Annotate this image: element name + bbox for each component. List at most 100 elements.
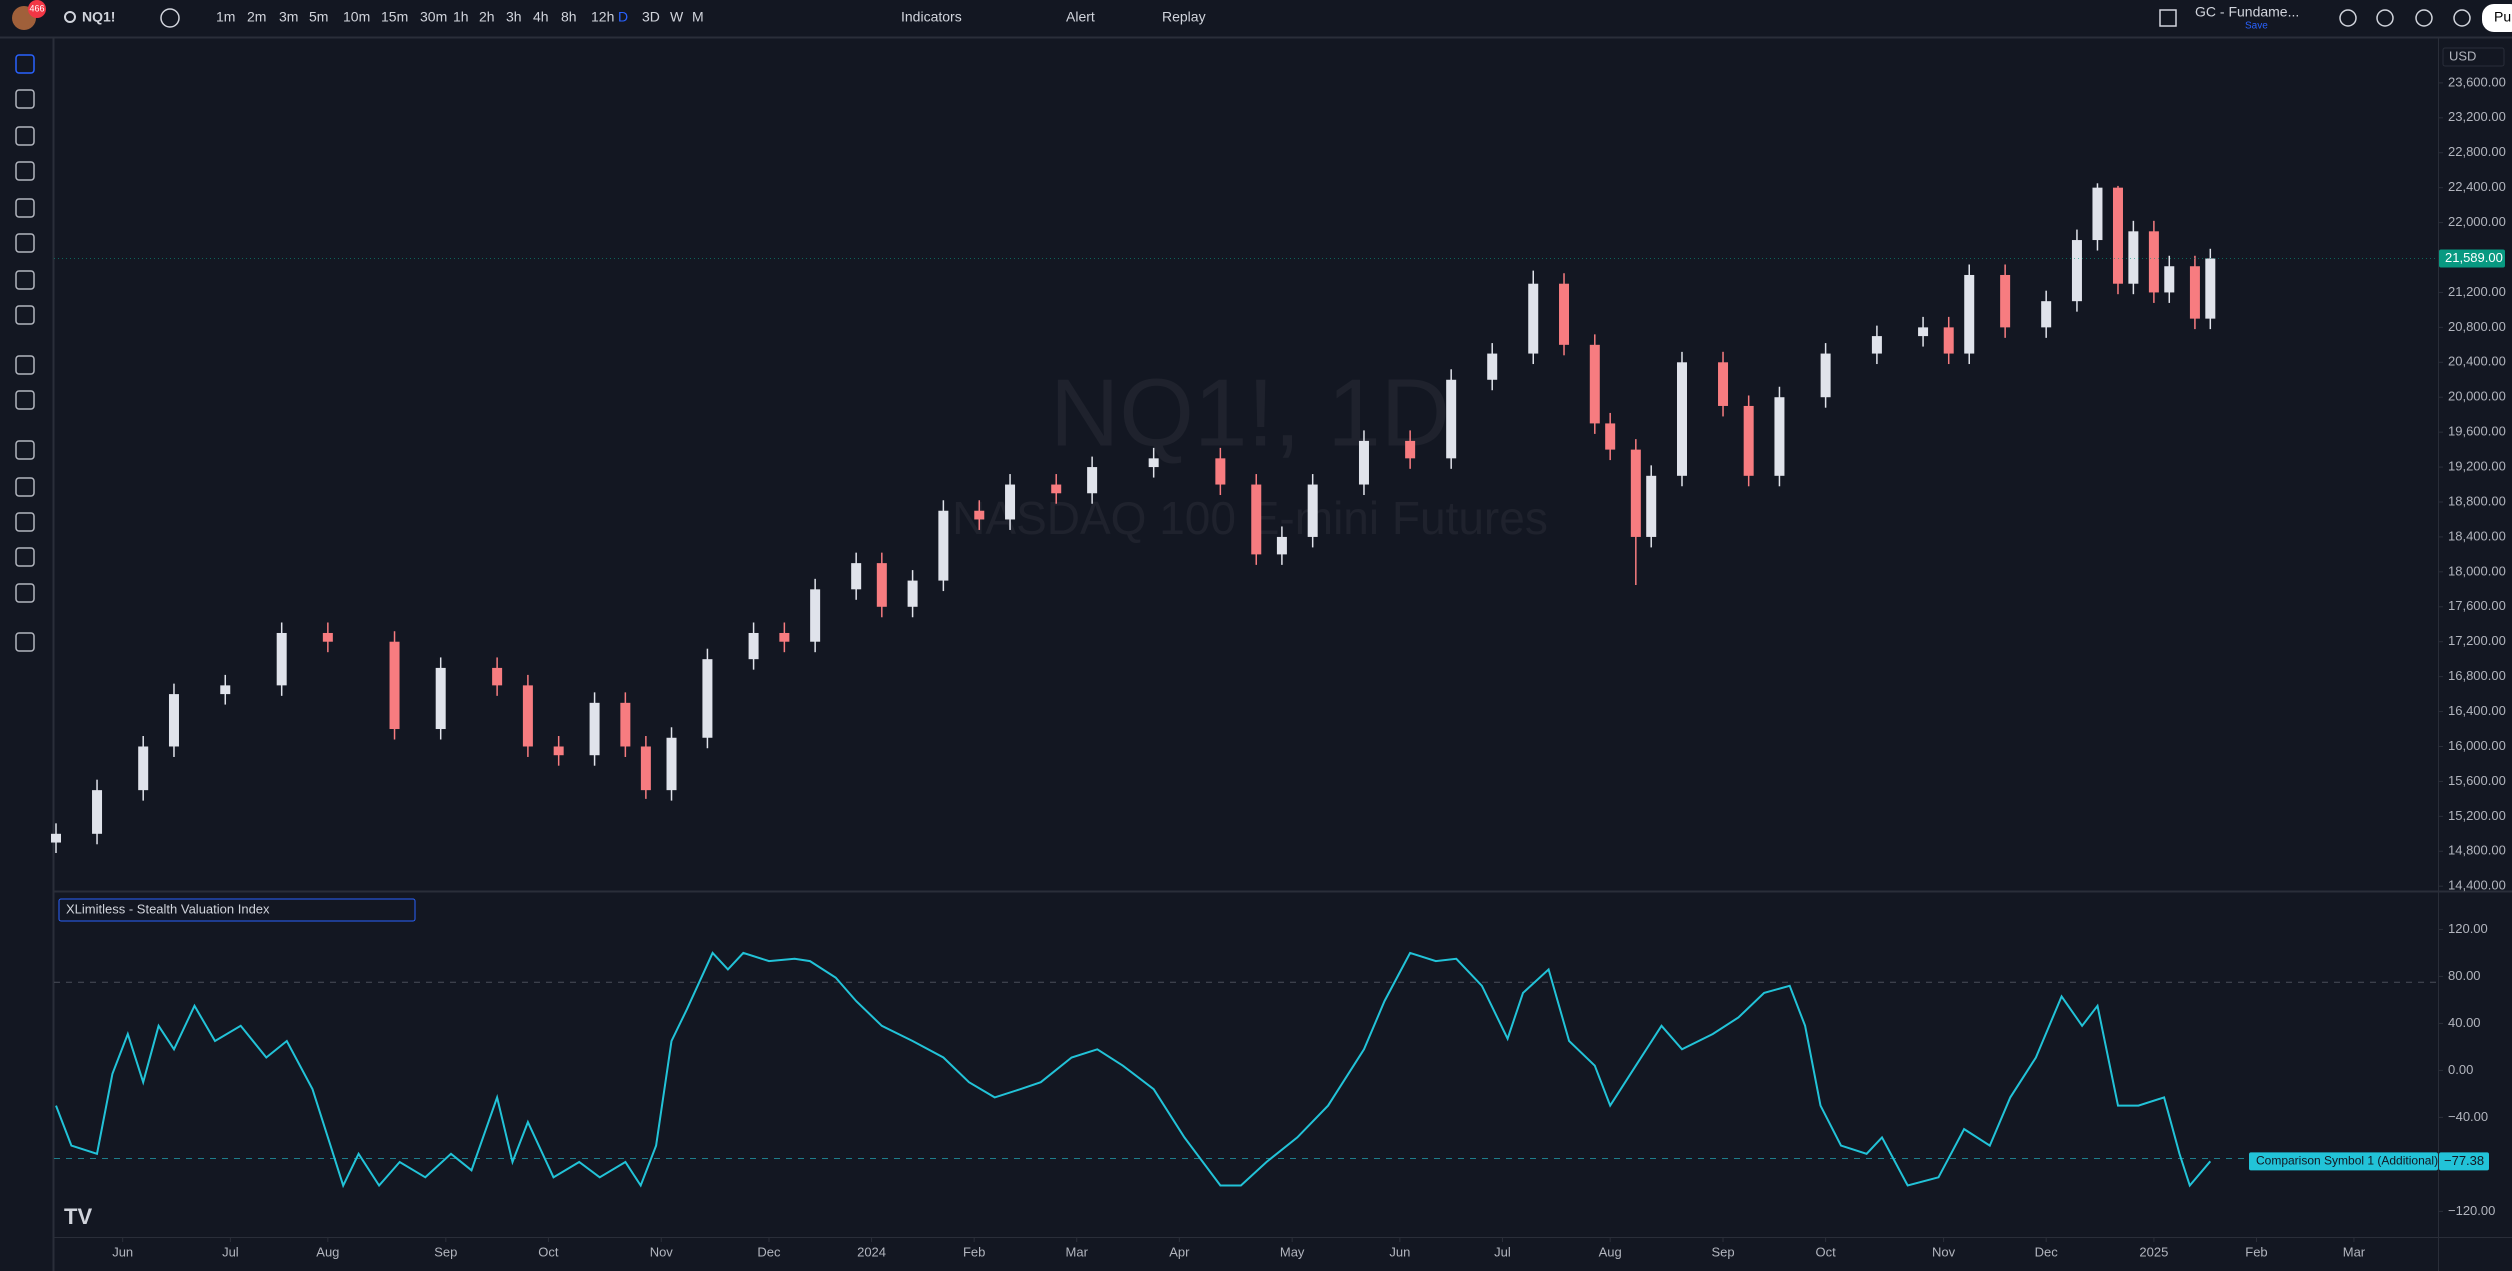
last-value-label: −77.38 bbox=[2444, 1153, 2484, 1168]
candle-body bbox=[276, 632, 287, 686]
interval-button[interactable]: 1h bbox=[453, 9, 469, 25]
time-axis-label: Mar bbox=[2343, 1244, 2366, 1259]
candle-body bbox=[522, 685, 533, 747]
compare-button[interactable] bbox=[160, 8, 180, 28]
drawing-tool[interactable] bbox=[15, 161, 35, 181]
candle-body bbox=[1358, 440, 1369, 485]
interval-button[interactable]: 10m bbox=[343, 9, 370, 25]
interval-button[interactable]: 30m bbox=[420, 9, 447, 25]
toolbar-icon[interactable] bbox=[2415, 9, 2433, 27]
price-axis-label: 20,000.00 bbox=[2448, 389, 2506, 404]
price-axis-label: 20,400.00 bbox=[2448, 354, 2506, 369]
interval-button[interactable]: D bbox=[618, 9, 628, 25]
candle-body bbox=[1446, 379, 1457, 459]
toolbar-icon[interactable] bbox=[2376, 9, 2394, 27]
candle-body bbox=[1051, 484, 1062, 494]
candle-body bbox=[1964, 274, 1975, 354]
price-axis-label: 15,600.00 bbox=[2448, 773, 2506, 788]
drawing-tool[interactable] bbox=[15, 89, 35, 109]
currency[interactable]: USD bbox=[2449, 48, 2476, 63]
series-name-tag bbox=[2249, 1152, 2438, 1171]
toolbar-icon[interactable] bbox=[2453, 9, 2471, 27]
publish-button[interactable] bbox=[2482, 4, 2512, 32]
interval-button[interactable]: 3h bbox=[506, 9, 522, 25]
price-axis-label: 80.00 bbox=[2448, 968, 2481, 983]
drawing-tool[interactable] bbox=[15, 126, 35, 146]
drawing-tool[interactable] bbox=[15, 583, 35, 603]
drawing-tool[interactable] bbox=[15, 440, 35, 460]
interval-button[interactable]: 4h bbox=[533, 9, 549, 25]
candle-body bbox=[1743, 405, 1754, 476]
price-axis-label: 19,200.00 bbox=[2448, 459, 2506, 474]
candle-body bbox=[1559, 283, 1570, 345]
candle-body bbox=[666, 737, 677, 791]
candle-body bbox=[640, 746, 651, 791]
candle-body bbox=[1589, 344, 1600, 424]
price-axis-label: 15,200.00 bbox=[2448, 808, 2506, 823]
interval-button[interactable]: M bbox=[692, 9, 704, 25]
candle-body bbox=[620, 702, 631, 747]
publish-label[interactable]: Pu bbox=[2494, 9, 2511, 25]
interval-button[interactable]: 3D bbox=[642, 9, 660, 25]
alert-button[interactable]: Alert bbox=[1066, 9, 1095, 25]
drawing-tool[interactable] bbox=[15, 54, 35, 74]
time-axis-label: Sep bbox=[434, 1244, 457, 1259]
candle-body bbox=[810, 589, 821, 642]
candle-body bbox=[553, 746, 564, 756]
drawing-tool[interactable] bbox=[15, 477, 35, 497]
drawing-tool[interactable] bbox=[15, 632, 35, 652]
interval-button[interactable]: W bbox=[670, 9, 684, 25]
drawing-tool[interactable] bbox=[15, 355, 35, 375]
indicators-button[interactable]: Indicators bbox=[901, 9, 962, 25]
interval-button[interactable]: 5m bbox=[309, 9, 328, 25]
layout-icon[interactable] bbox=[2159, 9, 2177, 27]
drawing-tool[interactable] bbox=[15, 512, 35, 532]
interval-button[interactable]: 8h bbox=[561, 9, 577, 25]
interval-button[interactable]: 2m bbox=[247, 9, 266, 25]
candle-body bbox=[2128, 231, 2139, 284]
last-price-label: 21,589.00 bbox=[2445, 250, 2503, 265]
time-axis-label: 2025 bbox=[2139, 1244, 2168, 1259]
interval-button[interactable]: 15m bbox=[381, 9, 408, 25]
indicator-legend[interactable] bbox=[58, 898, 416, 922]
time-axis-label: Dec bbox=[2035, 1244, 2059, 1259]
last-price-tag bbox=[2439, 249, 2505, 268]
price-axis-label: 120.00 bbox=[2448, 921, 2488, 936]
price-axis-label: 18,400.00 bbox=[2448, 528, 2506, 543]
drawing-tool[interactable] bbox=[15, 270, 35, 290]
interval-button[interactable]: 12h bbox=[591, 9, 614, 25]
interval-button[interactable]: 2h bbox=[479, 9, 495, 25]
symbol[interactable]: NQ1! bbox=[82, 9, 115, 25]
layout-name[interactable]: GC - Fundame... bbox=[2195, 4, 2299, 20]
drawing-tool[interactable] bbox=[15, 547, 35, 567]
candle-body bbox=[138, 746, 149, 791]
candle-body bbox=[851, 563, 862, 590]
time-axis-label: Nov bbox=[1932, 1244, 1956, 1259]
candle-body bbox=[1487, 353, 1498, 380]
time-axis-label: Feb bbox=[963, 1244, 985, 1259]
price-axis-label: −40.00 bbox=[2448, 1109, 2488, 1124]
watermark: NQ1!, 1D bbox=[1050, 359, 1450, 466]
interval-button[interactable]: 3m bbox=[279, 9, 298, 25]
indicator-name[interactable]: XLimitless - Stealth Valuation Index bbox=[66, 901, 270, 916]
toolbar-icon[interactable] bbox=[2339, 9, 2357, 27]
tv-logo[interactable]: TV bbox=[64, 1204, 92, 1229]
price-axis-label: 0.00 bbox=[2448, 1062, 2473, 1077]
price-axis-label: 16,000.00 bbox=[2448, 738, 2506, 753]
currency-box[interactable] bbox=[2442, 47, 2505, 67]
drawing-tool[interactable] bbox=[15, 233, 35, 253]
time-axis-label: Dec bbox=[757, 1244, 781, 1259]
candle-body bbox=[2092, 187, 2103, 241]
drawing-tool[interactable] bbox=[15, 305, 35, 325]
drawing-tool[interactable] bbox=[15, 198, 35, 218]
replay-button[interactable]: Replay bbox=[1162, 9, 1206, 25]
interval-button[interactable]: 1m bbox=[216, 9, 235, 25]
search-icon[interactable] bbox=[64, 11, 76, 23]
candle-body bbox=[1820, 353, 1831, 398]
candle-body bbox=[1676, 362, 1687, 476]
drawing-tool[interactable] bbox=[15, 390, 35, 410]
candle-body bbox=[1630, 449, 1641, 537]
candle-body bbox=[2148, 231, 2159, 293]
candle-body bbox=[876, 563, 887, 607]
time-axis-label: Oct bbox=[538, 1244, 559, 1259]
